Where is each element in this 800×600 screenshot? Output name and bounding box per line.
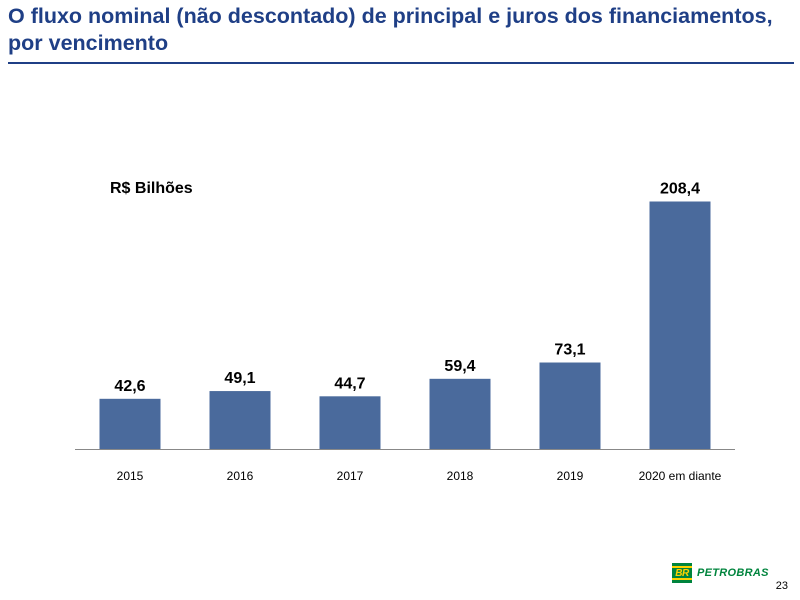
x-tick-label-3: 2018 [447, 469, 474, 483]
bar-4 [539, 362, 601, 450]
x-tick-label-1: 2016 [227, 469, 254, 483]
br-logo-mark: BR [672, 563, 692, 583]
bar-5 [649, 201, 711, 450]
x-tick-label-4: 2019 [557, 469, 584, 483]
x-tick-label-2: 2017 [337, 469, 364, 483]
bar-2 [319, 396, 381, 450]
title-underline [8, 62, 794, 64]
bar-3 [429, 378, 491, 450]
bar-1 [209, 391, 271, 450]
bar-0 [99, 398, 161, 450]
data-label-2: 44,7 [334, 375, 365, 392]
unit-label: R$ Bilhões [110, 180, 193, 197]
data-label-5: 208,4 [660, 181, 700, 198]
br-logo-text: BR [675, 567, 689, 579]
petrobras-logo: BR PETROBRAS [672, 563, 769, 583]
data-label-4: 73,1 [554, 342, 585, 359]
x-tick-label-5: 2020 em diante [639, 469, 722, 483]
data-label-0: 42,6 [114, 378, 145, 395]
data-label-1: 49,1 [224, 370, 255, 387]
x-tick-label-0: 2015 [117, 469, 144, 483]
data-label-3: 59,4 [444, 358, 475, 375]
slide-title: O fluxo nominal (não descontado) de prin… [8, 4, 773, 55]
petrobras-wordmark: PETROBRAS [697, 567, 769, 579]
page-number: 23 [775, 580, 788, 592]
bars: 42,6 2015 49,1 2016 44,7 2017 59,4 2018 73,1 2019… [99, 181, 722, 483]
